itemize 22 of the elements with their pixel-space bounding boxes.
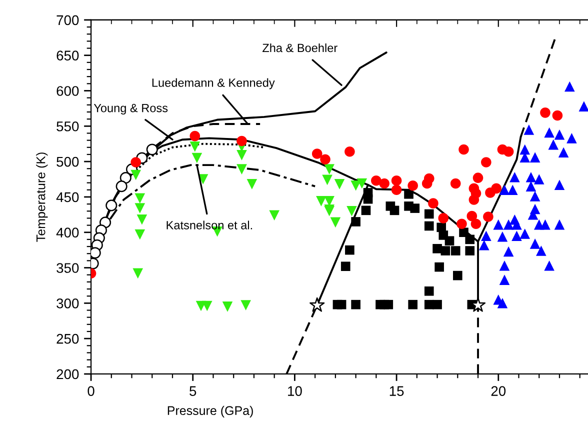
y-tick-label: 450: [56, 192, 79, 202]
annotation: Zha & Boehler: [262, 43, 338, 52]
y-tick-label: 350: [56, 263, 79, 273]
x-tick-label: 5: [190, 386, 196, 396]
y-tick-label: 500: [56, 156, 79, 167]
annotation: Luedemann & Kennedy: [152, 78, 275, 90]
annotation: Katsnelson et al.: [166, 220, 252, 230]
x-tick-label: 0: [88, 386, 94, 396]
y-tick-label: 200: [56, 369, 79, 380]
x-tick-label: 15: [390, 386, 404, 396]
y-tick-label: 300: [56, 298, 79, 308]
y-tick-label: 400: [56, 228, 79, 238]
y-tick-label: 650: [56, 50, 79, 60]
x-tick-label: 20: [491, 386, 506, 396]
x-axis-title: Pressure (GPa): [168, 406, 253, 418]
x-tick-label: 10: [288, 386, 302, 396]
y-tick-label: 600: [56, 86, 79, 96]
y-tick-label: 700: [56, 15, 79, 26]
y-tick-label: 550: [56, 121, 79, 132]
y-tick-label: 250: [56, 334, 79, 344]
annotation: Young & Ross: [94, 104, 168, 115]
y-axis-title: Temperature (K): [36, 152, 48, 242]
